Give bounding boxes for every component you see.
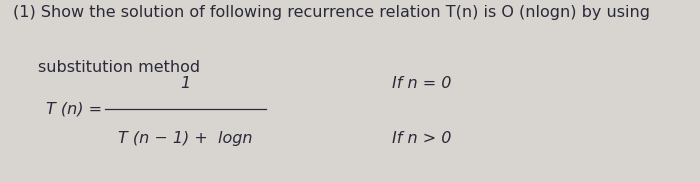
Text: substitution method: substitution method [38, 60, 201, 75]
Text: (1) Show the solution of following recurrence relation T(n) is O (nlogn) by usin: (1) Show the solution of following recur… [13, 5, 650, 20]
Text: If n = 0: If n = 0 [392, 76, 452, 91]
Text: T (n − 1) +  logn: T (n − 1) + logn [118, 131, 253, 146]
Text: If n > 0: If n > 0 [392, 131, 452, 146]
Text: T (n) =: T (n) = [46, 102, 102, 117]
Text: 1: 1 [181, 76, 190, 91]
